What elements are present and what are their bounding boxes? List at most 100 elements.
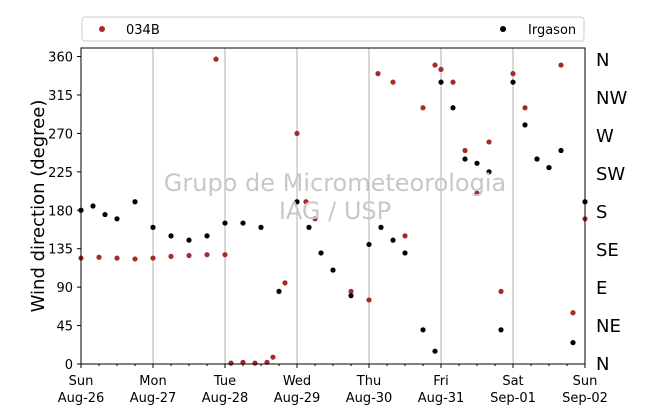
vertical-gridlines [152,48,514,364]
point-irgason [90,203,96,209]
watermark-line-2: IAG / USP [279,197,391,225]
point-irgason [348,293,354,299]
point-034b [402,233,408,239]
y-tick-label: 180 [48,204,73,219]
legend-label-034b: 034B [126,23,160,38]
x-tick-date-label: Aug-31 [418,391,465,406]
point-irgason [402,250,408,256]
x-tick-date-label: Sep-01 [490,391,536,406]
point-irgason [186,237,192,243]
watermark: Grupo de Micrometeorologia IAG / USP [164,169,506,225]
point-irgason [546,164,552,171]
x-tick-date-label: Aug-28 [202,391,249,406]
point-034b [114,255,120,261]
point-irgason [570,340,576,346]
point-irgason [420,327,426,333]
compass-label: E [596,278,607,299]
x-tick-day-label: Mon [139,374,166,389]
point-034b [474,190,480,196]
point-034b [204,252,210,258]
point-irgason [222,220,228,226]
compass-label: SE [596,240,619,261]
point-034b [486,139,492,145]
point-034b [96,254,102,260]
point-034b [375,71,381,77]
point-034b [186,252,192,259]
point-irgason [450,105,456,111]
point-034b [312,216,318,222]
y-tick-label: 45 [56,320,73,335]
y-tick-label: 0 [65,358,73,373]
point-034b [438,66,444,72]
x-tick-day-label: Sat [502,374,523,389]
point-irgason [150,224,156,230]
point-irgason [240,220,246,226]
point-034b [270,354,276,360]
point-irgason [432,348,438,354]
point-034b [303,199,309,205]
point-irgason [378,224,384,230]
scatter-points [78,56,588,366]
compass-label: W [596,126,614,147]
point-034b [450,79,456,85]
point-irgason [204,233,210,239]
point-irgason [306,224,312,230]
compass-label: NW [596,88,627,109]
point-irgason [132,199,138,205]
point-034b [558,62,564,68]
point-irgason [486,169,492,175]
y-axis: 0 45 90 135 180 225 270 315 360 [48,51,81,373]
point-irgason [258,224,264,230]
point-irgason [390,237,396,243]
x-tick-date-label: Sep-02 [562,391,608,406]
watermark-line-1: Grupo de Micrometeorologia [164,169,506,197]
x-tick-day-label: Thu [356,374,381,389]
y-tick-label: 315 [48,89,73,104]
x-tick-day-label: Tue [213,374,236,389]
point-034b [432,62,438,68]
x-tick-day-label: Sun [573,374,598,389]
point-irgason [168,233,174,239]
x-tick-date-label: Aug-30 [346,391,393,406]
y-tick-label: 135 [48,243,73,258]
point-irgason [522,122,528,128]
point-irgason [102,211,108,218]
x-tick-date-label: Aug-26 [58,391,105,406]
y-tick-label: 225 [48,166,73,181]
compass-label: N [596,354,609,375]
point-034b [228,360,234,366]
legend-marker-irgason [500,26,506,32]
point-irgason [438,79,444,85]
point-irgason [318,250,324,256]
point-034b [168,253,174,259]
compass-axis: N NE E SE S SW W NW N [596,50,627,375]
point-034b [570,310,576,316]
compass-label: N [596,50,609,71]
point-034b [252,360,258,366]
x-axis: Sun Aug-26 Mon Aug-27 Tue Aug-28 Wed Aug-29 Thu A… [58,364,608,406]
point-034b [498,288,504,295]
y-tick-label: 270 [48,127,73,142]
legend-marker-034b [99,26,105,32]
x-tick-date-label: Aug-29 [274,391,321,406]
point-irgason [534,156,540,162]
point-irgason [114,216,120,222]
point-irgason [462,156,468,162]
point-irgason [276,288,282,295]
legend: 034B Irgason [81,16,585,42]
point-034b [366,297,372,303]
point-irgason [510,79,516,85]
compass-label: SW [596,164,625,185]
point-034b [348,288,354,295]
x-tick-day-label: Wed [283,374,311,389]
x-tick-day-label: Fri [433,374,449,389]
compass-label: NE [596,316,621,337]
point-034b [522,105,528,111]
point-irgason [474,160,480,166]
point-034b [462,147,468,154]
x-tick-day-label: Sun [69,374,94,389]
point-034b [390,79,396,85]
y-axis-title: Wind direction (degree) [28,100,49,313]
point-irgason [330,267,336,273]
